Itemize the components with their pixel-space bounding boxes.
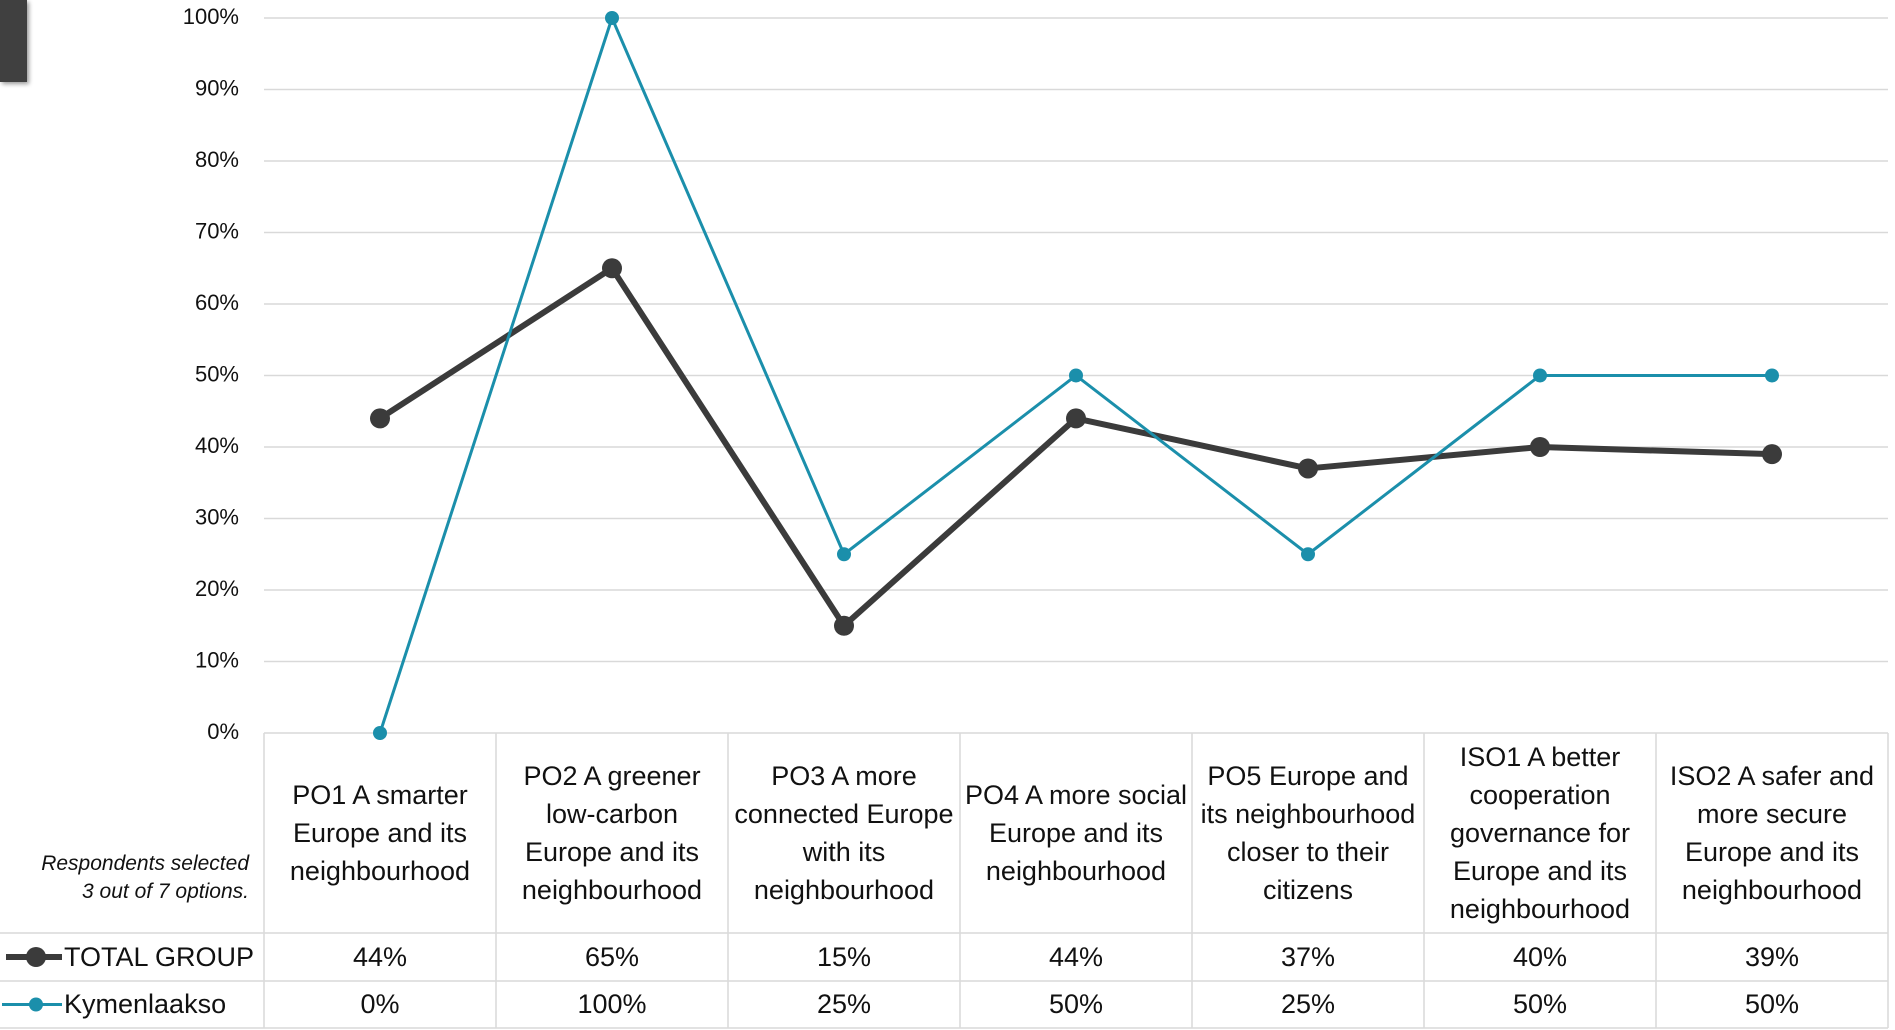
category-label: ISO2 A safer and more secure Europe and … [1669,761,1875,905]
data-point [837,547,851,562]
data-label: 40% [1512,941,1568,972]
y-tick-label: 0% [207,719,239,744]
y-tick-label: 60% [195,290,239,315]
data-label: 44% [1048,941,1104,972]
y-tick-label: 50% [195,361,239,386]
data-point [370,408,390,429]
data-label: 37% [1280,941,1336,972]
data-point [373,726,387,740]
data-label: 50% [1744,989,1800,1019]
data-label: 65% [584,941,640,972]
data-point [602,258,622,279]
y-tick-label: 20% [195,576,239,601]
data-point [1301,547,1315,562]
y-tick-label: 30% [195,504,239,529]
category-label: PO2 A greener low-carbon Europe and its … [521,761,703,905]
data-label: 50% [1512,989,1568,1019]
y-tick-label: 100% [183,4,239,29]
data-point [1066,408,1086,429]
note: Respondents selected 3 out of 7 options. [41,852,249,903]
category-label: PO5 Europe and its neighbourhood closer … [1200,761,1416,905]
data-point [1530,437,1550,457]
data-label: 0% [360,989,400,1019]
data-label: 50% [1048,989,1104,1019]
data-point [1298,458,1318,479]
data-point [1765,368,1779,383]
data-label: 25% [1280,989,1336,1019]
data-label: 39% [1744,941,1800,972]
category-label: PO3 A more connected Europe with its nei… [734,761,954,905]
y-tick-label: 40% [195,433,239,458]
data-label: 25% [816,989,872,1019]
data-point [605,11,619,25]
legend-label: TOTAL GROUP [64,941,255,972]
data-label: 44% [352,941,408,972]
data-point [834,615,854,636]
y-tick-label: 70% [195,218,239,243]
legend-label: Kymenlaakso [64,989,227,1019]
category-label: PO4 A more social Europe and its neighbo… [964,780,1188,886]
data-point [1533,368,1547,383]
corner-tab [0,0,27,82]
data-label: 15% [816,941,872,972]
y-tick-label: 90% [195,75,239,100]
data-label: 100% [577,989,647,1019]
y-tick-label: 10% [195,647,239,672]
data-point [1069,368,1083,383]
y-tick-label: 80% [195,147,239,172]
legend-marker [26,947,46,967]
legend-marker [29,997,43,1012]
data-point [1762,444,1782,465]
category-label: PO1 A smarter Europe and its neighbourho… [289,780,471,886]
category-label: ISO1 A better cooperation governance for… [1449,742,1631,924]
